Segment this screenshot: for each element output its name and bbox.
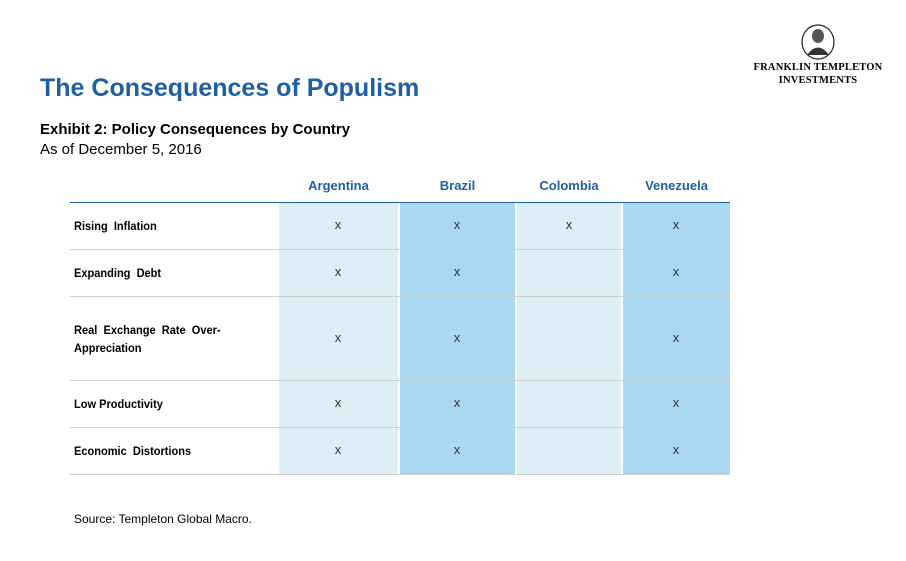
header-rule bbox=[70, 202, 730, 203]
logo-text-line2: INVESTMENTS bbox=[778, 75, 858, 86]
column-header-colombia: Colombia bbox=[539, 178, 599, 193]
column-bg-venezuela bbox=[623, 203, 730, 475]
row-mark: x bbox=[565, 217, 573, 232]
row-mark: x bbox=[672, 329, 680, 345]
row-mark: x bbox=[453, 442, 461, 457]
row-mark: x bbox=[672, 264, 680, 279]
row-mark: x bbox=[334, 329, 342, 345]
column-header-argentina: Argentina bbox=[308, 178, 369, 193]
column-bg-argentina bbox=[279, 203, 398, 475]
row-label: Real Exchange Rate Over- Appreciation bbox=[74, 322, 221, 355]
row-divider bbox=[70, 296, 730, 297]
column-bg-brazil bbox=[400, 203, 515, 475]
source-note: Source: Templeton Global Macro. bbox=[74, 512, 252, 526]
row-divider bbox=[70, 249, 730, 250]
portrait-icon bbox=[801, 24, 835, 60]
row-mark: x bbox=[334, 264, 342, 279]
row-divider bbox=[70, 474, 730, 475]
row-mark: x bbox=[453, 217, 461, 232]
company-logo: FRANKLIN TEMPLETON INVESTMENTS bbox=[748, 22, 888, 92]
row-divider bbox=[70, 380, 730, 381]
row-mark: x bbox=[453, 395, 461, 410]
row-label: Rising Inflation bbox=[74, 219, 157, 233]
exhibit-title: Exhibit 2: Policy Consequences by Countr… bbox=[40, 121, 351, 138]
as-of-date: As of December 5, 2016 bbox=[40, 141, 202, 158]
row-mark: x bbox=[672, 442, 680, 457]
page-title: The Consequences of Populism bbox=[40, 74, 420, 102]
row-label: Economic Distortions bbox=[74, 444, 192, 458]
row-divider bbox=[70, 427, 730, 428]
row-label: Low Productivity bbox=[74, 397, 163, 411]
row-mark: x bbox=[672, 217, 680, 232]
logo-text-line1: FRANKLIN TEMPLETON bbox=[753, 62, 883, 73]
column-bg-colombia bbox=[517, 203, 621, 475]
column-header-venezuela: Venezuela bbox=[645, 178, 708, 193]
row-mark: x bbox=[672, 395, 680, 410]
row-mark: x bbox=[334, 395, 342, 410]
policy-consequences-table: Argentina Brazil Colombia Venezuela Risi… bbox=[70, 170, 730, 476]
row-mark: x bbox=[453, 329, 461, 345]
row-label: Expanding Debt bbox=[74, 266, 162, 280]
row-mark: x bbox=[334, 442, 342, 457]
row-mark: x bbox=[453, 264, 461, 279]
column-header-brazil: Brazil bbox=[439, 178, 476, 193]
row-mark: x bbox=[334, 217, 342, 232]
